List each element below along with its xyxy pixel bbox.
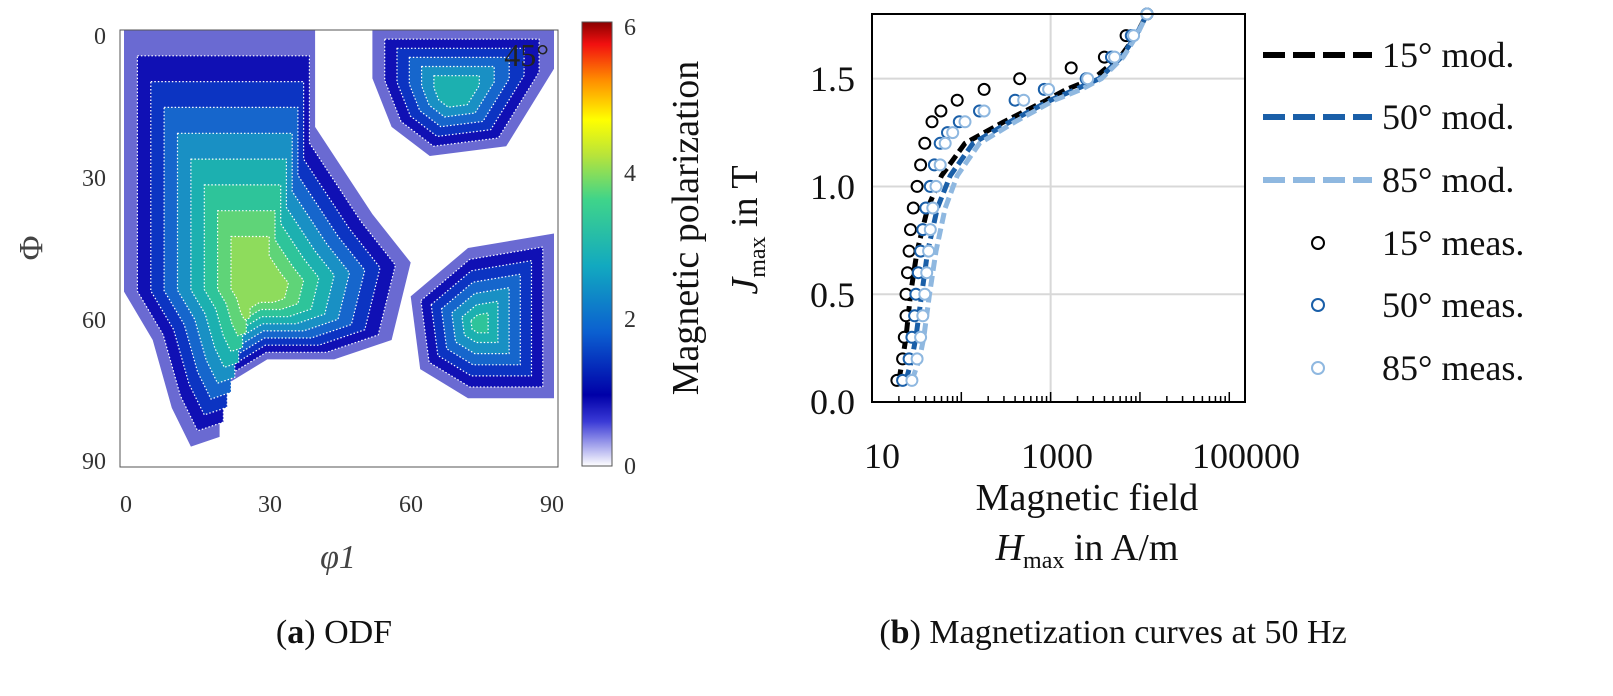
series-marker-5 (1127, 29, 1141, 43)
caption-a-label: a (287, 614, 304, 651)
odf-x-ticks: 0 30 60 90 (120, 492, 564, 518)
legend-label-2: 85° mod. (1382, 160, 1514, 200)
series-marker-5 (946, 126, 960, 140)
odf-lobe-right-level-6 (470, 312, 489, 334)
caption-a-text: ODF (324, 614, 392, 651)
series-marker-5 (958, 115, 972, 129)
curves-xtick-100000: 100000 (1192, 436, 1300, 476)
curves-ytick-0: 0.0 (810, 382, 855, 422)
curves-xlabel-line1: Magnetic field (976, 477, 1199, 519)
odf-xtick-60: 60 (399, 492, 423, 518)
series-marker-3 (950, 93, 964, 107)
series-marker-3 (906, 201, 920, 215)
series-marker-5 (926, 201, 940, 215)
series-marker-5 (1042, 82, 1056, 96)
series-marker-3 (1013, 72, 1027, 86)
series-marker-5 (1081, 72, 1095, 86)
odf-xtick-30: 30 (258, 492, 282, 518)
curves-xtick-1000: 1000 (1021, 436, 1093, 476)
curves-xtick-10: 10 (864, 436, 900, 476)
curves-ytick-1.0: 1.0 (810, 167, 855, 207)
legend-label-3: 15° meas. (1382, 223, 1524, 263)
curves-ytick-0.5: 0.5 (810, 275, 855, 315)
series-marker-5 (914, 330, 928, 344)
series-marker-5 (918, 287, 932, 301)
series-marker-3 (902, 244, 916, 258)
curves-grid (872, 14, 1245, 402)
odf-ytick-60: 60 (82, 308, 106, 334)
curves-axes-frame (871, 13, 1246, 403)
odf-ylabel: Φ (13, 236, 50, 261)
odf-lobe-left-level-8 (230, 235, 289, 321)
curves-ylabel-line1: Magnetic polarization (665, 61, 707, 396)
colorbar-tick-6: 6 (624, 15, 636, 41)
series-marker-5 (923, 223, 937, 237)
odf-contour-plot (124, 30, 554, 447)
series-marker-3 (901, 266, 914, 280)
colorbar-ticks: 0 2 4 6 (624, 15, 636, 480)
caption-b-label: b (891, 614, 910, 651)
curves-y-ticks: 0.0 0.5 1.0 1.5 (810, 59, 855, 422)
series-marker-5 (910, 352, 924, 366)
series-marker-3 (904, 223, 917, 237)
legend-marker-4 (1311, 298, 1325, 312)
legend-label-1: 50° mod. (1382, 97, 1514, 137)
series-marker-5 (1017, 93, 1031, 107)
curves-xlabel-line2: Hmax in A/m (995, 527, 1179, 574)
odf-xlabel: φ1 (320, 539, 356, 576)
series-marker-5 (922, 244, 936, 258)
curves-x-ticks: 10 1000 100000 (864, 436, 1300, 476)
curves-ytick-1.5: 1.5 (810, 59, 855, 99)
series-marker-5 (933, 158, 947, 172)
caption-b: (b) Magnetization curves at 50 Hz (879, 614, 1346, 651)
series-marker-3 (910, 179, 924, 193)
legend-marker-3 (1311, 236, 1325, 250)
series-marker-5 (929, 179, 943, 193)
series-line-1 (903, 12, 1150, 382)
colorbar (581, 21, 613, 467)
caption-a: (a) ODF (276, 614, 392, 651)
colorbar-tick-2: 2 (624, 307, 636, 333)
odf-lobe-top-level-5 (433, 75, 480, 108)
odf-ytick-0: 0 (94, 24, 106, 50)
series-marker-5 (916, 309, 930, 323)
odf-xtick-0: 0 (120, 492, 132, 518)
series-marker-3 (1064, 61, 1078, 75)
curves-series (890, 7, 1154, 387)
series-line-2 (909, 12, 1150, 382)
odf-axes-frame (119, 29, 559, 468)
series-marker-3 (977, 82, 991, 96)
curves-x-minor-ticks (871, 392, 1231, 402)
legend-label-4: 50° meas. (1382, 285, 1524, 325)
series-marker-3 (914, 158, 928, 172)
curves-legend: 15° mod. 50° mod. 85° mod. 15° meas. 50° mea… (1263, 35, 1524, 388)
odf-y-ticks: 0 30 60 90 (82, 24, 106, 475)
curves-ylabel-line2: Jmax in T (724, 165, 771, 294)
legend-marker-5 (1311, 361, 1325, 375)
colorbar-tick-0: 0 (624, 454, 636, 480)
series-marker-5 (920, 266, 934, 280)
odf-ytick-90: 90 (82, 449, 106, 475)
colorbar-tick-4: 4 (624, 161, 636, 187)
series-marker-5 (1108, 50, 1122, 64)
series-marker-3 (934, 104, 948, 118)
odf-panel: 0 30 60 90 0 30 60 90 φ1 Φ 45° 0 2 4 6 (… (13, 15, 636, 651)
curves-ylabel: Magnetic polarization Jmax in T (665, 61, 771, 396)
legend-label-5: 85° meas. (1382, 348, 1524, 388)
legend-label-0: 15° mod. (1382, 35, 1514, 75)
series-marker-3 (925, 115, 939, 129)
odf-angle-annotation: 45° (504, 37, 549, 73)
series-marker-5 (938, 136, 952, 150)
magnetization-panel: 0.0 0.5 1.0 1.5 10 1000 100000 Magnetic … (810, 7, 1524, 651)
caption-b-text: Magnetization curves at 50 Hz (929, 614, 1346, 651)
series-marker-3 (918, 136, 932, 150)
odf-ytick-30: 30 (82, 166, 106, 192)
odf-xtick-90: 90 (540, 492, 564, 518)
series-marker-5 (905, 373, 919, 387)
series-marker-5 (977, 104, 991, 118)
